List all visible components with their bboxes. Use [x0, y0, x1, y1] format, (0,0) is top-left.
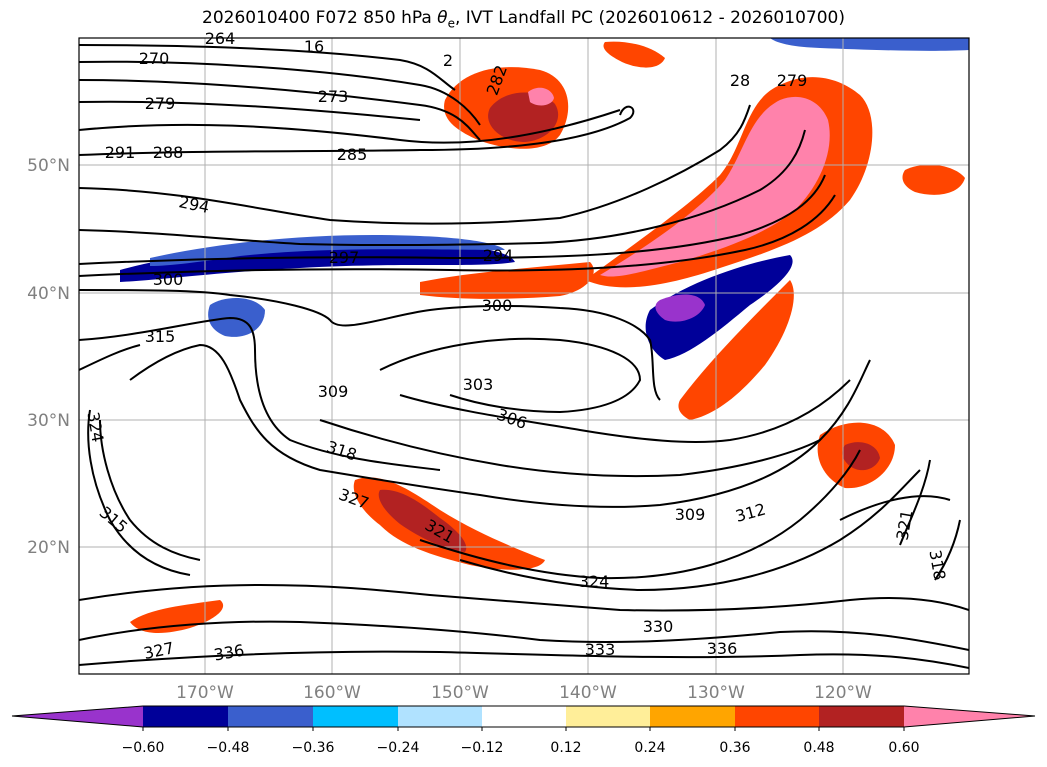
colorbar-segment [566, 706, 652, 727]
colorbar-segment [228, 706, 314, 727]
colorbar-segment [143, 706, 229, 727]
colorbar-low-extension [12, 706, 143, 727]
title-prefix: 2026010400 F072 850 hPa [202, 8, 438, 28]
contour-label: 324 [579, 572, 610, 591]
contour-label: 16 [304, 37, 324, 56]
contour-label: 288 [153, 143, 184, 162]
lon-label: 160°W [303, 683, 361, 703]
contour-label: 336 [707, 639, 738, 658]
colorbar-segment [650, 706, 736, 727]
lat-label: 50°N [27, 156, 70, 176]
contour-label: 291 [105, 143, 136, 162]
colorbar-tick-label: −0.48 [207, 740, 250, 756]
theta-symbol: θ [437, 8, 448, 28]
colorbar-tick-label: 0.12 [550, 740, 581, 756]
longitude-labels: 170°W 160°W 150°W 140°W 130°W 120°W [176, 683, 872, 703]
colorbar: −0.60 −0.48 −0.36 −0.24 −0.12 0.12 0.24 … [11, 705, 1036, 756]
contour-label: 273 [318, 87, 349, 106]
graticule [79, 38, 969, 674]
latitude-labels: 50°N 40°N 30°N 20°N [27, 156, 70, 558]
lat-label: 20°N [27, 538, 70, 558]
theta-subscript: e [447, 16, 455, 31]
lon-label: 120°W [814, 683, 872, 703]
colorbar-tick-label: −0.60 [122, 740, 165, 756]
contour-label: 309 [318, 382, 349, 401]
contour-label: 279 [777, 71, 808, 90]
contour-label: 300 [482, 296, 513, 315]
ivt-negative-top-right [770, 38, 969, 51]
colorbar-ticks [142, 727, 905, 731]
ivt-positive-region-ne-blob [902, 164, 965, 195]
map-frame [78, 37, 970, 675]
ivt-positive-region-band [420, 262, 594, 299]
map-panel: 270 264 16 273 2 282 28 279 279 285 288 … [78, 29, 970, 675]
contour-label: 28 [730, 71, 750, 90]
lat-label: 30°N [27, 411, 70, 431]
title-suffix: , IVT Landfall PC (2026010612 - 20260107… [454, 8, 845, 28]
colorbar-segment [735, 706, 821, 727]
ivt-positive-top-north [603, 41, 665, 68]
contour-label: 270 [139, 49, 170, 68]
colorbar-segment [313, 706, 399, 727]
colorbar-segment [819, 706, 905, 727]
colorbar-tick-label: −0.12 [461, 740, 504, 756]
shading-layer [120, 38, 969, 633]
lon-label: 140°W [559, 683, 617, 703]
ivt-positive-region-se-blob [130, 600, 224, 633]
contour-label: 303 [463, 375, 494, 394]
ivt-positive-region-gulf-peak [528, 87, 554, 106]
ivt-positive-region-sw [678, 280, 794, 420]
contour-label: 333 [585, 640, 616, 659]
colorbar-tick-label: 0.48 [803, 740, 834, 756]
theta-e-contours [79, 44, 969, 669]
lon-label: 130°W [687, 683, 745, 703]
colorbar-tick-label: −0.36 [292, 740, 335, 756]
colorbar-high-extension [904, 706, 1035, 727]
ivt-positive-region-north-core [600, 96, 830, 277]
contour-label: 285 [337, 145, 368, 164]
contour-label: 309 [675, 505, 706, 524]
contour-label: 2 [443, 51, 453, 70]
lon-label: 170°W [176, 683, 234, 703]
colorbar-tick-label: 0.24 [634, 740, 665, 756]
contour-label: 330 [643, 617, 674, 636]
ivt-negative-band-edge [150, 234, 505, 266]
colorbar-tick-label: −0.24 [377, 740, 420, 756]
lon-label: 150°W [431, 683, 489, 703]
lat-label: 40°N [27, 284, 70, 304]
contour-label: 297 [329, 248, 360, 267]
colorbar-tick-label: 0.36 [719, 740, 750, 756]
contour-label: 294 [483, 246, 514, 265]
contour-label: 300 [153, 270, 184, 289]
plot-title: 2026010400 F072 850 hPa θe, IVT Landfall… [0, 8, 1047, 30]
ivt-positive-region-subtropical-core [378, 489, 467, 552]
contour-label: 315 [145, 327, 176, 346]
ivt-negative-region-central [645, 255, 793, 360]
colorbar-segment [398, 706, 484, 727]
ivt-negative-region-central-core [655, 294, 705, 322]
colorbar-segment [482, 706, 568, 727]
colorbar-tick-label: 0.60 [888, 740, 919, 756]
contour-label: 279 [145, 94, 176, 113]
